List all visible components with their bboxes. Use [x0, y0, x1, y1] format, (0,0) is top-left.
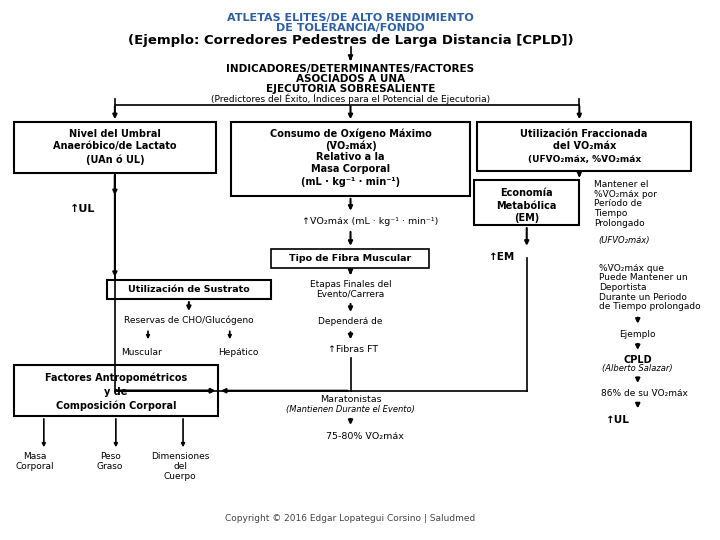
- Text: ATLETAS ELITES/DE ALTO RENDIMIENTO: ATLETAS ELITES/DE ALTO RENDIMIENTO: [227, 13, 474, 23]
- Text: 75-80% V̇O₂máx: 75-80% V̇O₂máx: [326, 432, 404, 441]
- Text: Deportista: Deportista: [599, 283, 647, 292]
- Text: Tipo de Fibra Muscular: Tipo de Fibra Muscular: [289, 254, 411, 263]
- Text: (Mantienen Durante el Evento): (Mantienen Durante el Evento): [286, 405, 415, 414]
- Text: (UAn ó UL): (UAn ó UL): [86, 155, 144, 165]
- Text: Evento/Carrera: Evento/Carrera: [316, 290, 384, 299]
- Text: Etapas Finales del: Etapas Finales del: [310, 280, 392, 289]
- Text: Maratonistas: Maratonistas: [320, 395, 382, 404]
- Text: Cuerpo: Cuerpo: [164, 472, 197, 481]
- Text: Anaeróbico/de Lactato: Anaeróbico/de Lactato: [53, 141, 176, 151]
- Text: EJECUTORIA SOBRESALIENTE: EJECUTORIA SOBRESALIENTE: [266, 84, 435, 94]
- Bar: [271, 248, 429, 268]
- Text: Prolongado: Prolongado: [594, 219, 644, 228]
- Text: de Tiempo prolongado: de Tiempo prolongado: [599, 302, 701, 312]
- Text: (mL · kg⁻¹ · min⁻¹): (mL · kg⁻¹ · min⁻¹): [301, 177, 400, 187]
- Text: Utilización de Sustrato: Utilización de Sustrato: [128, 285, 250, 294]
- Text: (Predictores del Éxito, Índices para el Potencial de Ejecutoria): (Predictores del Éxito, Índices para el …: [211, 93, 490, 104]
- Bar: [474, 180, 580, 225]
- Text: Dimensiones: Dimensiones: [151, 453, 210, 462]
- Bar: [14, 122, 216, 173]
- Text: ↑V̇O₂máx (mL · kg⁻¹ · min⁻¹): ↑V̇O₂máx (mL · kg⁻¹ · min⁻¹): [302, 217, 438, 226]
- Text: Hepático: Hepático: [218, 348, 258, 357]
- Text: Mantener el: Mantener el: [594, 180, 649, 189]
- Text: Economía: Economía: [500, 188, 553, 198]
- Bar: [477, 122, 691, 171]
- Text: %V̇O₂máx por: %V̇O₂máx por: [594, 190, 657, 199]
- Text: (UFV̇O₂máx): (UFV̇O₂máx): [599, 237, 650, 245]
- Text: INDICADORES/DETERMINANTES/FACTORES: INDICADORES/DETERMINANTES/FACTORES: [227, 64, 474, 75]
- Text: (UFV̇O₂máx, %V̇O₂máx: (UFV̇O₂máx, %V̇O₂máx: [528, 154, 641, 164]
- Text: Reservas de CHO/Glucógeno: Reservas de CHO/Glucógeno: [124, 316, 253, 326]
- Text: Masa Corporal: Masa Corporal: [311, 164, 390, 174]
- Text: DE TOLERANCIA/FONDO: DE TOLERANCIA/FONDO: [276, 23, 425, 32]
- Text: Puede Mantener un: Puede Mantener un: [599, 273, 688, 282]
- Text: (EM): (EM): [514, 213, 539, 224]
- Text: Graso: Graso: [96, 462, 123, 471]
- Text: del V̇O₂máx: del V̇O₂máx: [552, 141, 616, 151]
- Text: ASOCIADOS A UNA: ASOCIADOS A UNA: [296, 74, 405, 84]
- Text: Copyright © 2016 Edgar Lopategui Corsino | Saludmed: Copyright © 2016 Edgar Lopategui Corsino…: [225, 514, 476, 523]
- Text: 86% de su V̇O₂máx: 86% de su V̇O₂máx: [600, 389, 688, 398]
- Text: ↑Fibras FT: ↑Fibras FT: [328, 346, 378, 354]
- Text: Nivel del Umbral: Nivel del Umbral: [69, 129, 161, 139]
- Text: Muscular: Muscular: [121, 348, 161, 357]
- Text: Factores Antropométricos: Factores Antropométricos: [45, 373, 187, 383]
- Bar: [14, 366, 218, 416]
- Text: (V̇O₂máx): (V̇O₂máx): [325, 140, 377, 151]
- Text: y de: y de: [104, 387, 127, 397]
- Text: Período de: Período de: [594, 199, 642, 208]
- Text: Corporal: Corporal: [16, 462, 55, 471]
- Text: Peso: Peso: [99, 453, 120, 462]
- Text: ↑UL: ↑UL: [606, 415, 630, 425]
- Text: Utilización Fraccionada: Utilización Fraccionada: [521, 129, 648, 139]
- Text: Masa: Masa: [23, 453, 47, 462]
- Text: ↑EM: ↑EM: [490, 252, 516, 262]
- Text: Ejemplo: Ejemplo: [619, 330, 656, 339]
- Text: Durante un Periodo: Durante un Periodo: [599, 293, 687, 302]
- Text: Tiempo: Tiempo: [594, 209, 627, 218]
- Text: (Alberto Salazar): (Alberto Salazar): [603, 364, 673, 373]
- Text: %V̇O₂máx que: %V̇O₂máx que: [599, 264, 664, 273]
- Text: Consumo de Oxígeno Máximo: Consumo de Oxígeno Máximo: [269, 129, 431, 139]
- Text: ↑UL: ↑UL: [70, 204, 96, 214]
- Text: del: del: [173, 462, 187, 471]
- Text: Metabólica: Metabólica: [497, 201, 557, 211]
- Bar: [230, 122, 470, 196]
- Text: Composición Corporal: Composición Corporal: [55, 400, 176, 410]
- Text: Relativo a la: Relativo a la: [316, 152, 384, 162]
- Bar: [107, 280, 271, 299]
- Text: Dependerá de: Dependerá de: [318, 317, 383, 326]
- Text: (Ejemplo: Corredores Pedestres de Larga Distancia [CPLD]): (Ejemplo: Corredores Pedestres de Larga …: [127, 33, 573, 47]
- Text: CPLD: CPLD: [624, 355, 652, 365]
